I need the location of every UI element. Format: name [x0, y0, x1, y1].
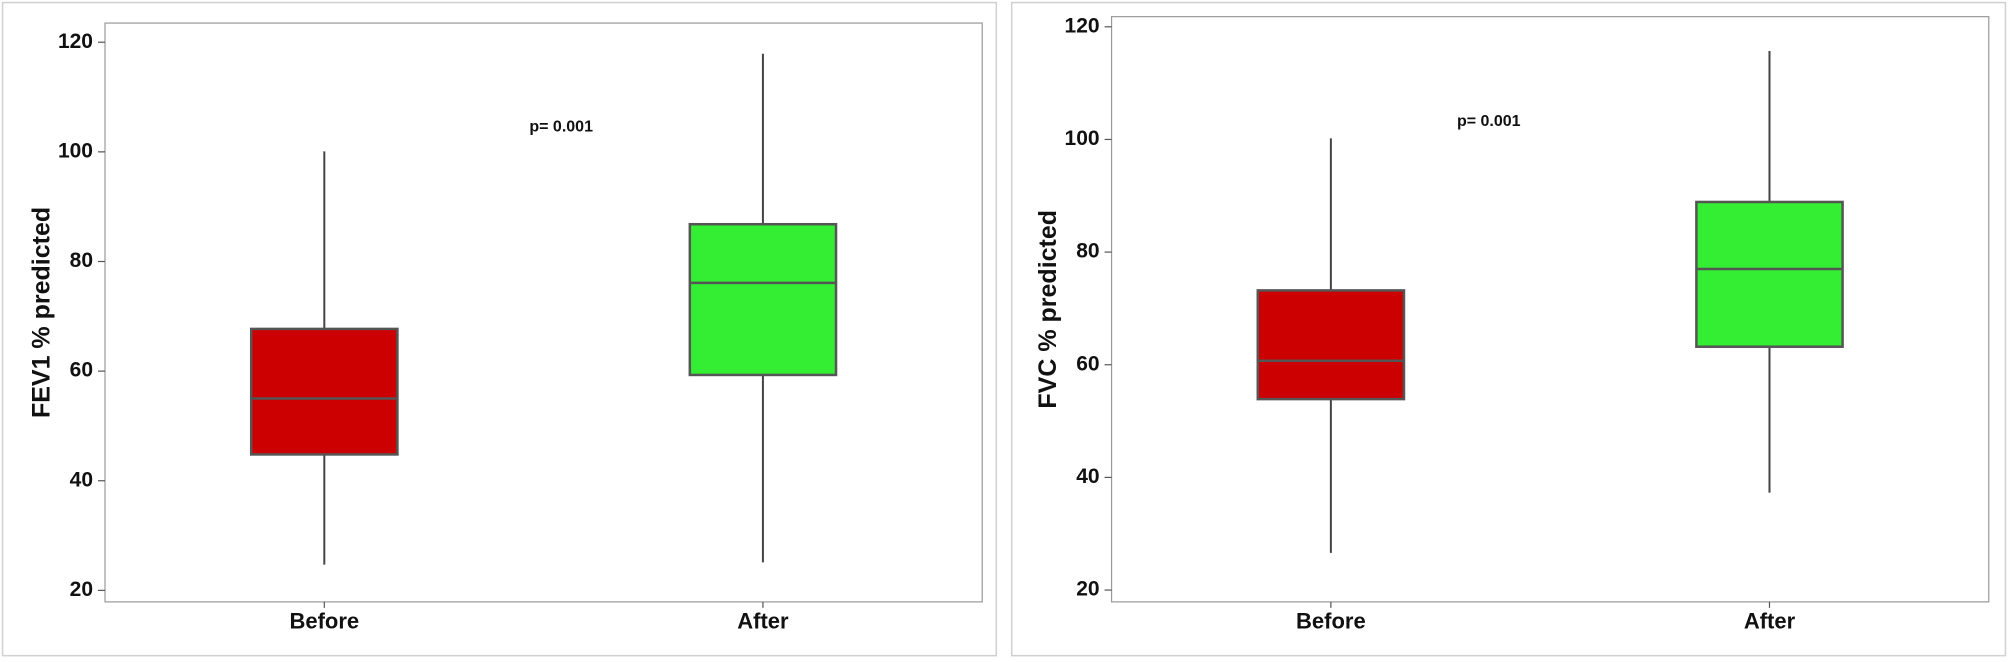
x-tick-label: After — [737, 609, 789, 634]
annotation: p= 0.001 — [1457, 113, 1521, 130]
box — [249, 327, 399, 456]
y-tick-label: 40 — [70, 468, 93, 491]
panel-border — [1, 1, 998, 657]
x-tick-label: After — [1744, 609, 1796, 634]
y-tick-label: 120 — [58, 30, 93, 53]
y-tick-label: 60 — [70, 359, 93, 382]
y-tick-label: 100 — [1065, 127, 1100, 150]
plot-frame — [1110, 16, 1990, 603]
annotation: p= 0.001 — [529, 118, 593, 135]
y-axis-label: FEV1 % predicted — [28, 207, 56, 418]
y-tick-label: 80 — [70, 249, 93, 272]
x-tick-label: Before — [1296, 609, 1366, 634]
y-tick-label: 80 — [1076, 240, 1099, 263]
box — [1256, 289, 1406, 401]
y-tick-label: 20 — [70, 578, 93, 601]
y-tick-label: 100 — [58, 139, 93, 162]
panel-border — [1010, 1, 2007, 657]
y-axis-label: FVC % predicted — [1034, 210, 1062, 409]
y-tick-label: 120 — [1065, 14, 1100, 37]
y-tick-label: 60 — [1076, 352, 1099, 375]
y-tick-label: 40 — [1076, 465, 1099, 488]
box — [1695, 200, 1844, 348]
x-tick-label: Before — [289, 609, 359, 634]
plot-frame — [104, 22, 983, 603]
box — [688, 222, 838, 377]
y-tick-label: 20 — [1076, 578, 1099, 601]
